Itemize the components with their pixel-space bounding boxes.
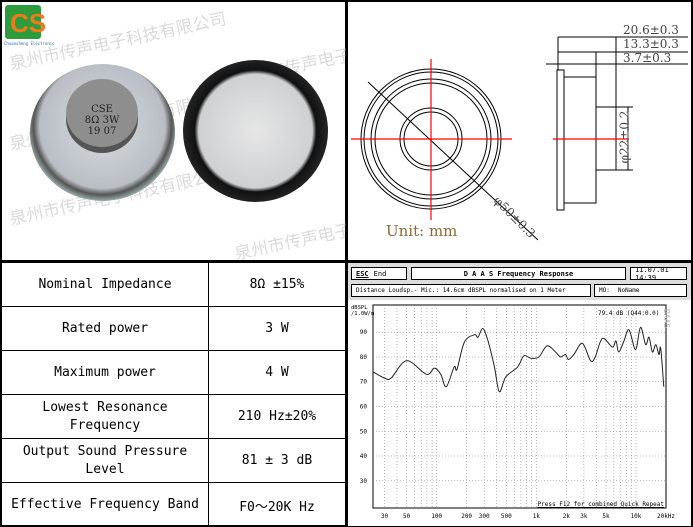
y-axis-unit: /1.0W/m: [351, 311, 375, 317]
dim-magnet-depth: 13.3±0.3: [623, 37, 679, 51]
label-rating: 8Ω 3W: [84, 115, 120, 126]
frequency-response-panel: ESC End D A A S Frequency Response 11.07.…: [346, 261, 693, 527]
x-tick-label: 5k: [602, 513, 610, 520]
spec-row: Effective Frequency Band F0～20K Hz: [2, 483, 345, 527]
spec-row: Rated power 3 W: [2, 307, 345, 351]
x-tick-label: 10k: [631, 513, 642, 520]
label-brand: CSE: [91, 104, 113, 115]
dimension-drawing-panel: 20.6±0.3 13.3±0.3 3.7±0.3 φ22±0.2 φ50±0.…: [346, 0, 693, 262]
dim-magnet-diameter: φ22±0.2: [617, 110, 632, 164]
spec-table: Nominal Impedance 8Ω ±15% Rated power 3 W …: [0, 261, 347, 527]
esc-end-box: ESC End: [351, 267, 407, 280]
spec-label: Maximum power: [2, 351, 209, 394]
spec-row: Maximum power 4 W: [2, 351, 345, 395]
response-curve: [372, 326, 665, 393]
x-tick-label: 50: [403, 513, 411, 520]
x-tick-label: 500: [501, 513, 512, 520]
technical-drawing: [351, 36, 688, 241]
brand-logo-subtitle: Chuansheng Electronic: [4, 41, 55, 46]
x-tick-label: 200: [461, 513, 472, 520]
y-axis-label: dBSPL: [351, 305, 368, 311]
spec-label: Nominal Impedance: [2, 263, 209, 306]
daas-vertical-brand: DAAS: [662, 309, 671, 328]
x-tick-label: 2k: [563, 513, 571, 520]
unit-label: Unit: mm: [386, 222, 458, 240]
brand-logo: CS: [5, 5, 46, 39]
end-label: End: [373, 269, 387, 278]
mo-value: NoName: [617, 287, 640, 294]
y-tick-label: 40: [360, 453, 368, 460]
y-tick-label: 90: [360, 329, 368, 336]
spec-value: 8Ω ±15%: [249, 277, 305, 292]
spec-row: Output Sound Pressure Level 81 ± 3 dB: [2, 439, 345, 483]
spec-label: Output Sound Pressure Level: [2, 439, 209, 482]
frequency-response-chart: 30 40 50 60 70 80 90 30 50 100 200 300 500 1k 2k 3k 5k 10…: [348, 300, 691, 526]
esc-key: ESC: [356, 269, 369, 278]
spec-row: Lowest Resonance Frequency 210 Hz±20%: [2, 395, 345, 439]
measurement-info: Distance Loudsp.- Mic.: 14.6cm dBSPL nor…: [351, 284, 591, 297]
y-tick-label: 70: [360, 379, 368, 386]
speaker-front-image: [183, 60, 328, 202]
y-tick-label: 30: [360, 478, 368, 485]
mo-label: MO:: [599, 287, 610, 294]
spec-row: Nominal Impedance 8Ω ±15%: [2, 263, 345, 307]
x-tick-label: 30: [381, 513, 389, 520]
readout: 79.4 dB (Q44:0.0): [598, 310, 659, 317]
chart-title: D A A S Frequency Response: [411, 267, 626, 280]
spec-label: Effective Frequency Band: [2, 483, 209, 527]
y-tick-label: 80: [360, 354, 368, 361]
y-tick-label: 60: [360, 404, 368, 411]
magnet: [66, 79, 138, 147]
x-tick-label: 300: [479, 513, 490, 520]
chart-footer: Press F12 for combined Quick Repeat: [538, 501, 665, 508]
y-tick-label: 50: [360, 428, 368, 435]
x-tick-label: 100: [431, 513, 442, 520]
spec-value: 81 ± 3 dB: [241, 453, 313, 468]
x-tick-label: 20kHz: [657, 513, 675, 520]
spec-label: Lowest Resonance Frequency: [2, 395, 209, 438]
spec-value: 210 Hz±20%: [237, 409, 317, 424]
chart-date: 11.07.01 14:39: [630, 266, 687, 282]
product-photo-panel: CS Chuansheng Electronic 泉州市传声电子科技有限公司 泉…: [0, 0, 453, 265]
spec-value: 4 W: [265, 365, 289, 380]
x-tick-label: 3k: [580, 513, 588, 520]
spec-label: Rated power: [2, 307, 209, 350]
mo-box: MO: NoName: [594, 284, 687, 297]
x-tick-label: 1k: [533, 513, 541, 520]
spec-value: F0～20K Hz: [239, 499, 315, 515]
dim-frame: 3.7±0.3: [623, 51, 672, 65]
label-date: 19 07: [87, 126, 117, 137]
dim-total-depth: 20.6±0.3: [623, 23, 679, 37]
magnet-label: CSE 8Ω 3W 19 07: [84, 104, 120, 137]
spec-value: 3 W: [265, 321, 289, 336]
